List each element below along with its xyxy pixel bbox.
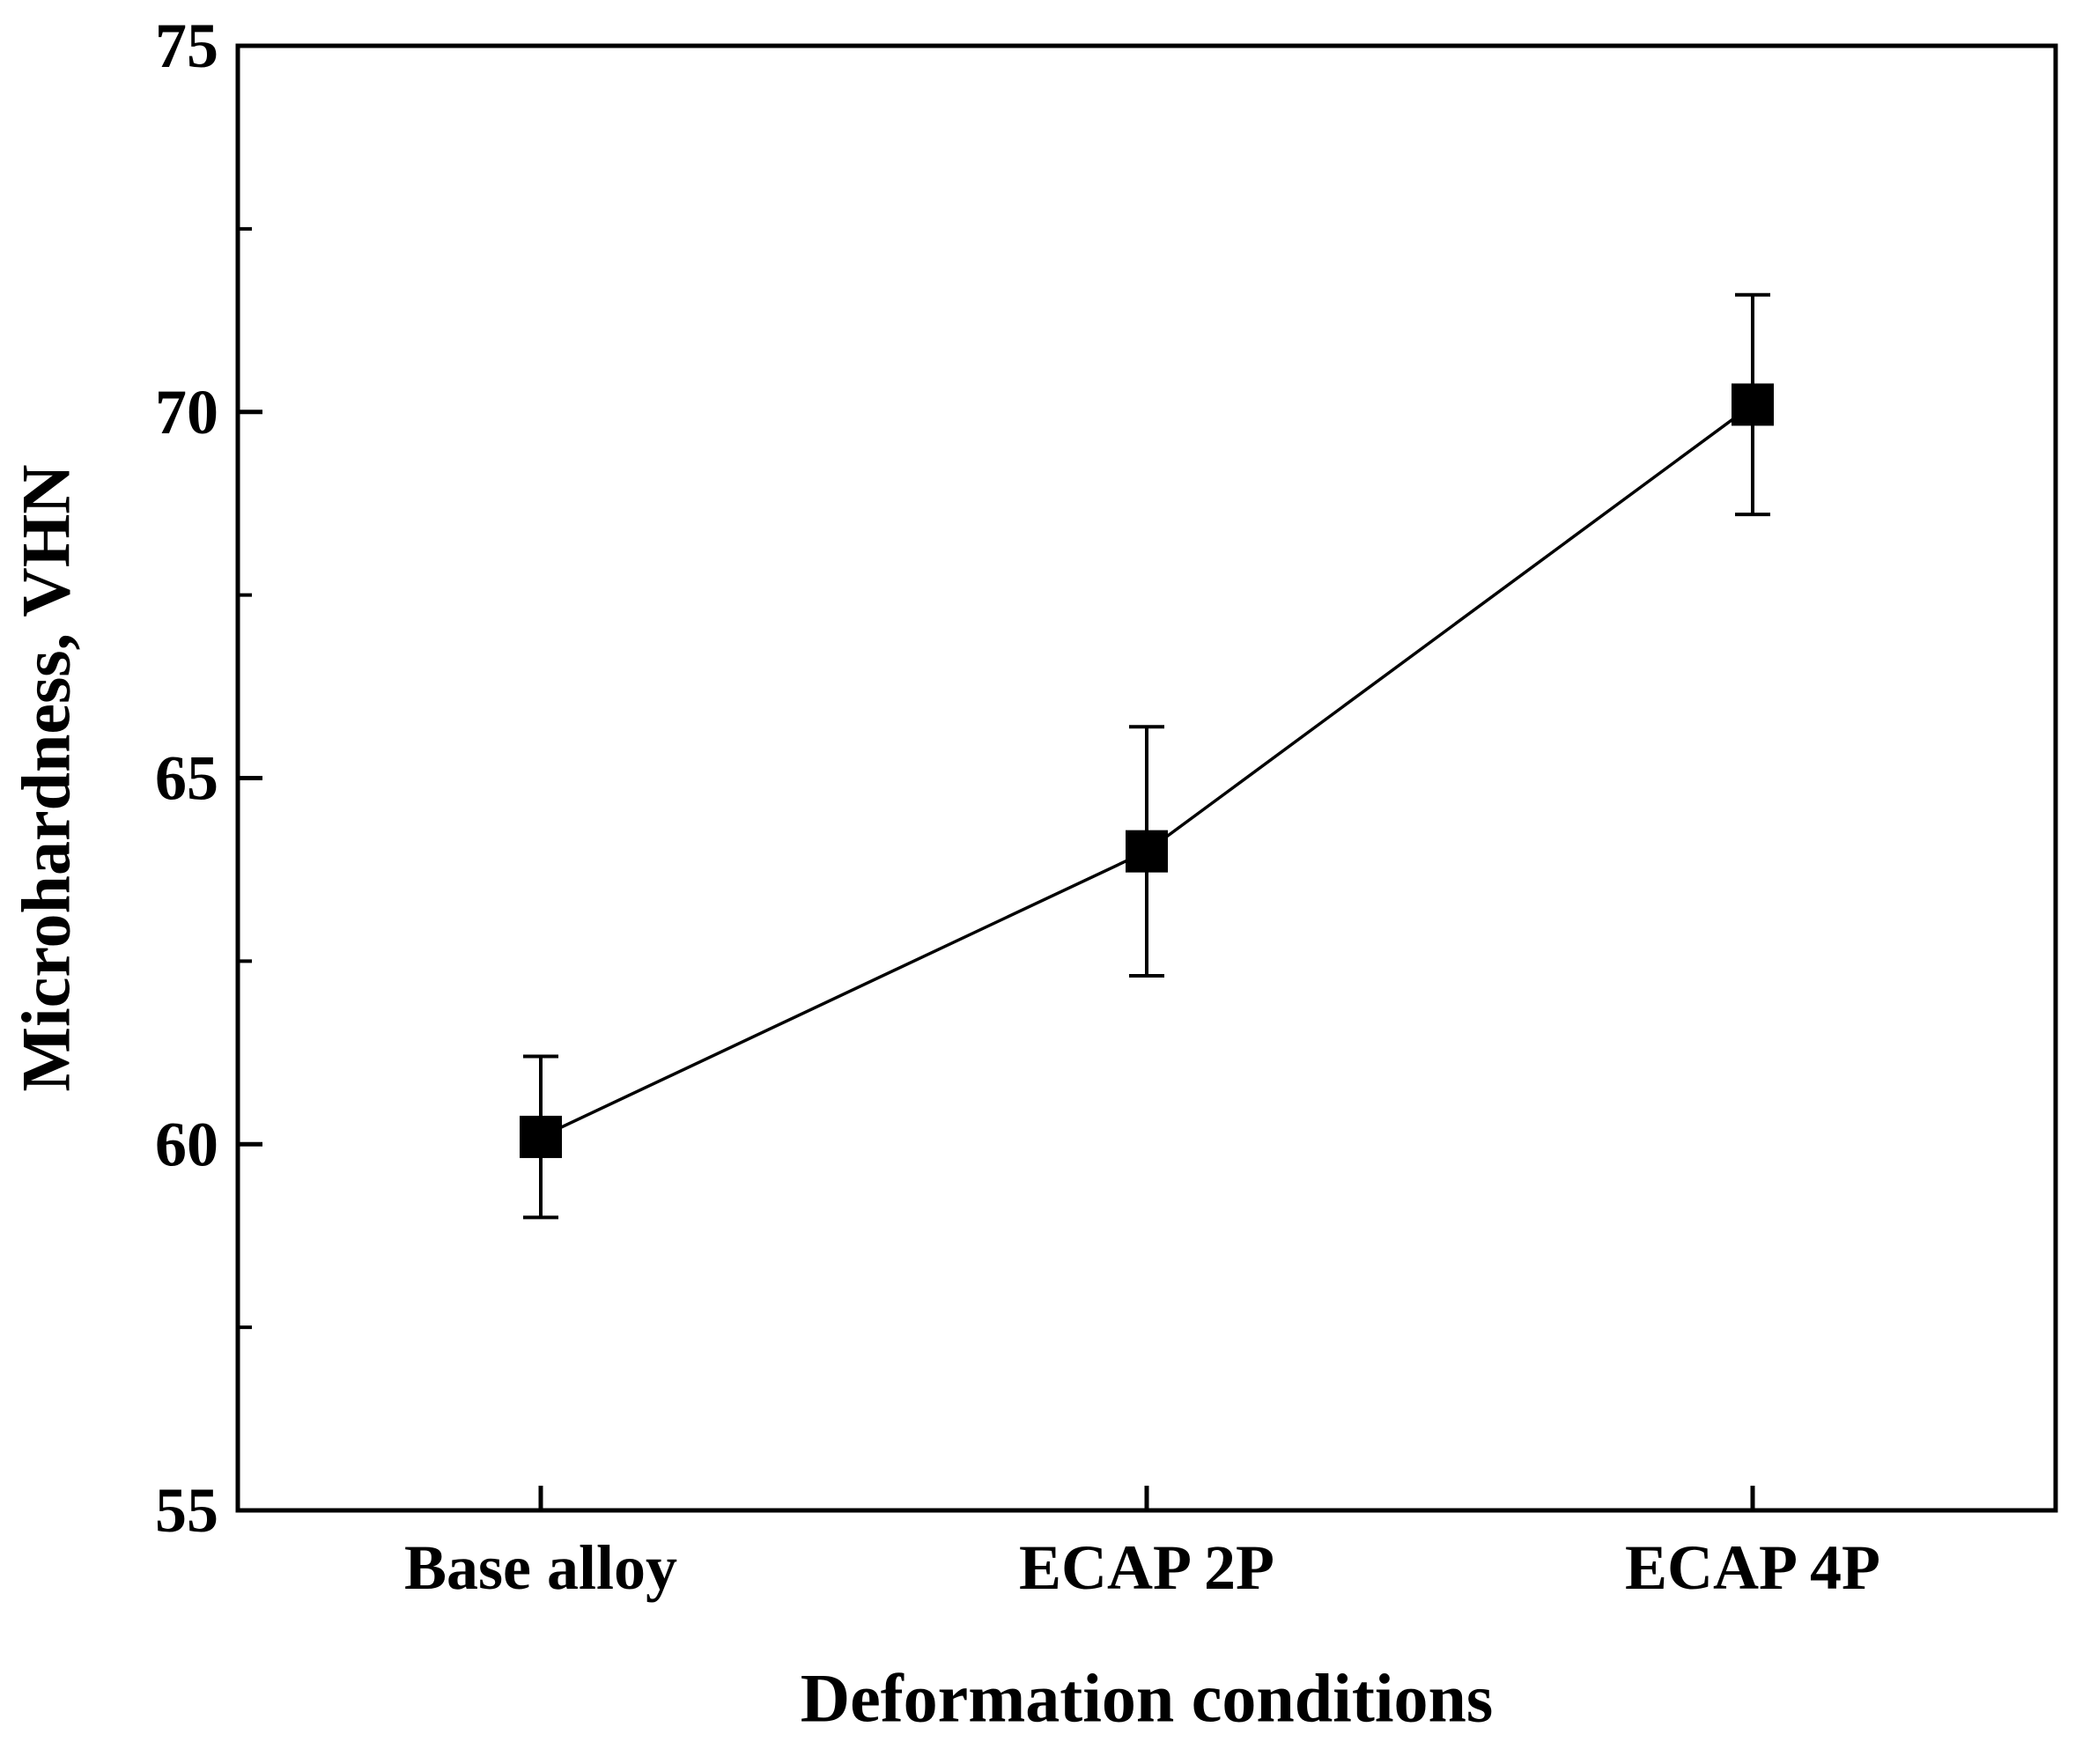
labels-layer: 55 60 65 70 75 Base alloy ECAP 2P ECAP 4P Deform… bbox=[8, 11, 1881, 1737]
data-point-marker bbox=[520, 1115, 562, 1158]
data-point-marker bbox=[1126, 830, 1168, 873]
axes-layer bbox=[235, 43, 2058, 1513]
data-point-marker bbox=[1732, 383, 1774, 426]
x-axis-title: Deformation conditions bbox=[801, 1660, 1493, 1737]
y-tick-label: 75 bbox=[155, 11, 218, 81]
x-tick-label: Base alloy bbox=[404, 1532, 677, 1603]
x-tick-label: ECAP 4P bbox=[1625, 1532, 1880, 1603]
series-layer bbox=[520, 292, 1774, 1220]
y-tick-label: 55 bbox=[155, 1475, 218, 1546]
y-axis-title: Microhardness, VHN bbox=[8, 464, 85, 1091]
y-tick-label: 60 bbox=[155, 1109, 218, 1179]
y-tick-label: 70 bbox=[155, 377, 218, 447]
x-tick-label: ECAP 2P bbox=[1019, 1532, 1274, 1603]
y-tick-label: 65 bbox=[155, 743, 218, 814]
